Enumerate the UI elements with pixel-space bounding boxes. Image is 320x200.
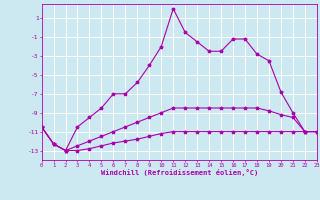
X-axis label: Windchill (Refroidissement éolien,°C): Windchill (Refroidissement éolien,°C) (100, 169, 258, 176)
